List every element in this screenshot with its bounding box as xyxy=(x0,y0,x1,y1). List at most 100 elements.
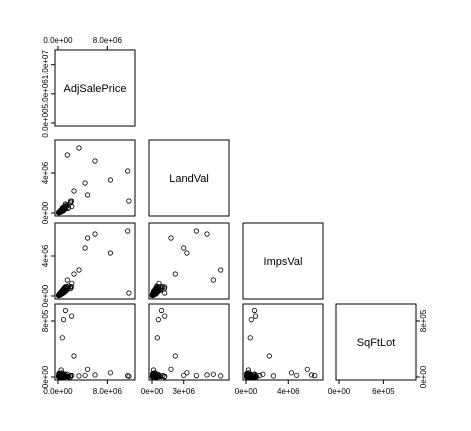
point-AdjSalePrice-ImpsVal xyxy=(60,288,67,294)
point-LandVal-SqFtLot xyxy=(210,371,216,377)
point-LandVal-ImpsVal xyxy=(162,290,168,296)
point-AdjSalePrice-SqFtLot xyxy=(126,373,132,379)
left-tick-label-sqftlot: 0e+00 xyxy=(41,365,50,388)
point-AdjSalePrice-ImpsVal xyxy=(125,228,131,234)
point-LandVal-ImpsVal xyxy=(158,285,165,291)
point-AdjSalePrice-SqFtLot xyxy=(67,372,74,379)
point-ImpsVal-SqFtLot xyxy=(252,313,259,319)
point-LandVal-ImpsVal xyxy=(151,289,157,295)
point-AdjSalePrice-ImpsVal xyxy=(69,284,75,290)
left-tick-label-adjsaleprice: 1.0e+07 xyxy=(41,50,50,80)
bottom-tick-label-impsval: 4e+06 xyxy=(277,387,300,396)
point-LandVal-SqFtLot xyxy=(218,373,224,379)
point-LandVal-SqFtLot xyxy=(162,313,168,319)
point-LandVal-ImpsVal xyxy=(218,267,224,273)
bottom-tick-label-landval: 0e+00 xyxy=(141,387,164,396)
bottom-tick-label-adjsaleprice: 0.0e+00 xyxy=(43,387,73,396)
point-AdjSalePrice-LandVal xyxy=(69,198,75,204)
diagonal-label-adjsaleprice: AdjSalePrice xyxy=(64,83,127,95)
point-ImpsVal-SqFtLot xyxy=(246,373,252,379)
point-LandVal-ImpsVal xyxy=(184,250,190,256)
point-ImpsVal-SqFtLot xyxy=(294,372,300,378)
point-LandVal-SqFtLot xyxy=(168,366,174,372)
point-AdjSalePrice-ImpsVal xyxy=(85,235,91,241)
left-tick-label-adjsaleprice: 0.0e+00 xyxy=(41,108,50,138)
panel-ImpsVal-AdjSalePrice xyxy=(54,222,136,300)
point-LandVal-SqFtLot xyxy=(172,353,178,359)
point-AdjSalePrice-LandVal xyxy=(126,198,132,204)
point-AdjSalePrice-LandVal xyxy=(92,158,98,164)
point-LandVal-SqFtLot xyxy=(204,372,210,378)
point-ImpsVal-SqFtLot xyxy=(251,307,258,314)
point-LandVal-ImpsVal xyxy=(210,277,216,283)
right-tick-label-sqftlot: 8e+05 xyxy=(419,309,428,332)
point-AdjSalePrice-SqFtLot xyxy=(60,316,67,323)
point-AdjSalePrice-ImpsVal xyxy=(126,290,132,296)
point-ImpsVal-SqFtLot xyxy=(247,335,253,341)
point-AdjSalePrice-SqFtLot xyxy=(59,335,65,341)
right-tick-label-sqftlot: 0e+00 xyxy=(419,365,428,388)
point-LandVal-ImpsVal xyxy=(204,231,210,237)
point-AdjSalePrice-SqFtLot xyxy=(71,353,77,359)
left-tick-label-adjsaleprice: 5.0e+06 xyxy=(41,79,50,109)
point-AdjSalePrice-SqFtLot xyxy=(82,372,88,378)
point-LandVal-SqFtLot xyxy=(184,370,190,376)
point-AdjSalePrice-LandVal xyxy=(107,177,114,183)
top-tick-label: 0.0e+00 xyxy=(43,36,73,45)
point-LandVal-SqFtLot xyxy=(154,335,160,341)
point-AdjSalePrice-LandVal xyxy=(64,152,70,158)
point-LandVal-SqFtLot xyxy=(158,307,165,314)
point-ImpsVal-SqFtLot xyxy=(308,372,315,378)
point-LandVal-SqFtLot xyxy=(155,316,161,323)
point-AdjSalePrice-SqFtLot xyxy=(64,371,70,377)
point-AdjSalePrice-ImpsVal xyxy=(59,289,65,295)
point-AdjSalePrice-ImpsVal xyxy=(82,245,88,251)
diagonal-label-landval: LandVal xyxy=(169,173,209,185)
point-AdjSalePrice-SqFtLot xyxy=(69,313,75,319)
panel-LandVal-AdjSalePrice xyxy=(54,139,136,217)
point-LandVal-SqFtLot xyxy=(193,372,199,379)
point-AdjSalePrice-ImpsVal xyxy=(69,280,75,286)
point-LandVal-SqFtLot xyxy=(181,372,187,378)
diagonal-label-sqftlot: SqFtLot xyxy=(357,337,396,349)
left-tick-label-landval: 4e+06 xyxy=(41,161,50,184)
point-AdjSalePrice-ImpsVal xyxy=(92,231,98,237)
panel-LandVal-LandVal xyxy=(148,139,230,217)
bottom-tick-label-impsval: 0e+00 xyxy=(235,387,258,396)
left-tick-label-impsval: 4e+06 xyxy=(41,244,50,267)
point-AdjSalePrice-LandVal xyxy=(59,205,65,211)
point-LandVal-SqFtLot xyxy=(162,373,168,379)
panel-SqFtLot-AdjSalePrice xyxy=(54,303,136,381)
point-AdjSalePrice-SqFtLot xyxy=(107,370,114,376)
panel-ImpsVal-ImpsVal xyxy=(242,222,324,300)
point-ImpsVal-SqFtLot xyxy=(266,353,272,359)
diagonal-label-impsval: ImpsVal xyxy=(264,256,303,268)
point-AdjSalePrice-ImpsVal xyxy=(71,271,77,277)
panel-SqFtLot-SqFtLot xyxy=(335,303,417,381)
point-AdjSalePrice-LandVal xyxy=(125,168,131,174)
bottom-tick-label-sqftlot: 6e+05 xyxy=(372,387,395,396)
top-tick-label: 8.0e+06 xyxy=(93,36,123,45)
panel-SqFtLot-ImpsVal xyxy=(242,303,324,381)
point-LandVal-ImpsVal xyxy=(168,235,174,241)
point-LandVal-SqFtLot xyxy=(151,372,157,378)
panel-ImpsVal-LandVal xyxy=(148,222,230,300)
point-ImpsVal-SqFtLot xyxy=(288,370,295,376)
bottom-tick-label-landval: 3e+06 xyxy=(172,387,195,396)
point-AdjSalePrice-ImpsVal xyxy=(76,267,82,273)
point-AdjSalePrice-SqFtLot xyxy=(62,307,69,314)
left-tick-label-landval: 0e+00 xyxy=(41,201,50,224)
point-ImpsVal-SqFtLot xyxy=(248,316,254,323)
bottom-tick-label-adjsaleprice: 8.0e+06 xyxy=(93,387,123,396)
bottom-tick-label-sqftlot: 0e+00 xyxy=(328,387,351,396)
point-AdjSalePrice-ImpsVal xyxy=(64,277,70,283)
point-AdjSalePrice-LandVal xyxy=(58,208,65,214)
point-ImpsVal-SqFtLot xyxy=(270,373,277,379)
panel-SqFtLot-LandVal xyxy=(148,303,230,381)
point-AdjSalePrice-SqFtLot xyxy=(58,372,65,378)
point-LandVal-ImpsVal xyxy=(155,288,161,294)
point-AdjSalePrice-LandVal xyxy=(85,192,91,198)
point-ImpsVal-SqFtLot xyxy=(312,372,318,379)
point-ImpsVal-SqFtLot xyxy=(260,371,266,377)
